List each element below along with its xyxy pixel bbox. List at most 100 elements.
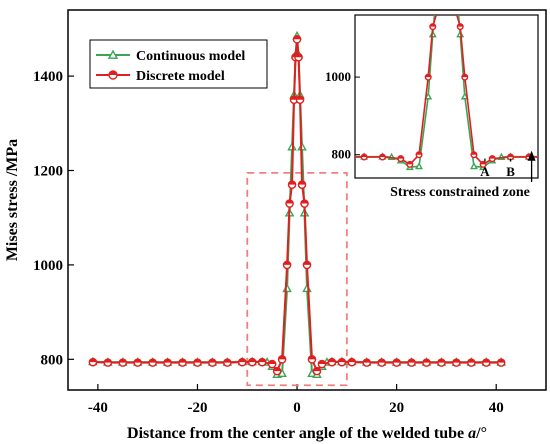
x-tick-label: 40 — [489, 400, 504, 416]
data-point-fill — [89, 358, 97, 363]
main-tick-labels: -40 -20 0 20 40 800 1000 1200 1400 — [33, 69, 504, 416]
data-point-fill — [238, 358, 246, 363]
x-axis-unit: /° — [475, 425, 487, 442]
data-point-fill — [407, 161, 413, 165]
data-point-circle — [108, 70, 118, 80]
data-point-fill — [425, 74, 431, 78]
data-point-circle — [435, 8, 441, 14]
data-point-circle — [163, 358, 172, 367]
data-point-fill — [489, 155, 496, 159]
data-point-triangle — [544, 154, 550, 159]
data-point-circle — [295, 95, 305, 104]
data-point-triangle — [107, 49, 119, 59]
data-point-ring — [453, 8, 459, 14]
data-point-fill — [416, 151, 422, 155]
data-point-fill — [300, 199, 309, 204]
data-point-fill — [379, 154, 386, 158]
data-point-triangle — [282, 283, 292, 293]
data-point-fill — [328, 358, 336, 363]
data-point-circle — [452, 358, 461, 367]
data-point-fill — [258, 358, 266, 363]
x-tick-label: -40 — [88, 400, 108, 416]
data-point-ring — [435, 8, 441, 14]
inset-y-tick-label: 800 — [332, 147, 352, 162]
data-point-fill — [278, 355, 286, 360]
x-tick-label: 20 — [389, 400, 404, 416]
data-point-fill — [507, 154, 514, 158]
x-axis-label: Distance from the center angle of the we… — [127, 425, 487, 442]
data-point-fill — [544, 154, 550, 157]
data-point-circle — [257, 357, 267, 367]
data-point-fill — [283, 261, 291, 265]
data-point-circle — [277, 355, 287, 364]
data-point-fill — [482, 359, 490, 363]
data-point-fill — [318, 360, 326, 365]
data-point-fill — [407, 359, 416, 363]
data-point-fill — [452, 359, 460, 363]
data-point-circle — [317, 359, 327, 369]
data-point-circle — [148, 358, 157, 367]
data-point-fill — [163, 359, 172, 363]
data-point-circle — [237, 357, 247, 367]
inset-series-line-discrete — [355, 15, 538, 166]
highlight-box-rect — [246, 171, 348, 387]
data-point-fill — [273, 367, 281, 372]
data-point-circle — [337, 357, 347, 367]
data-point-circle — [424, 73, 432, 81]
data-point-circle — [406, 160, 414, 168]
data-point-fill — [248, 358, 256, 363]
data-point-triangle — [469, 162, 478, 170]
data-point-circle — [327, 357, 337, 367]
data-point-circle — [422, 358, 431, 367]
inset-marker-label: B — [506, 164, 515, 179]
data-point-fill — [422, 359, 431, 363]
data-point-circle — [407, 358, 416, 367]
data-point-circle — [292, 34, 302, 44]
data-point-fill — [303, 261, 311, 265]
data-point-circle — [470, 151, 478, 159]
data-point-fill — [437, 359, 446, 363]
data-point-circle — [397, 155, 405, 163]
data-point-circle — [133, 358, 143, 367]
data-point-circle — [178, 358, 187, 367]
data-point-triangle — [424, 92, 433, 100]
data-point-fill — [223, 359, 231, 363]
data-point-fill — [208, 359, 216, 363]
y-tick-label: 1200 — [33, 163, 63, 179]
data-point-fill — [268, 360, 276, 365]
legend: Continuous model Discrete model — [89, 39, 268, 89]
data-point-circle — [360, 153, 368, 161]
data-point-fill — [294, 53, 303, 58]
data-point-circle — [118, 358, 128, 367]
data-point-fill — [378, 359, 386, 363]
data-point-fill — [104, 359, 112, 363]
data-point-circle — [267, 359, 277, 369]
data-point-circle — [415, 151, 423, 159]
data-point-circle — [282, 260, 292, 270]
data-point-circle — [544, 154, 550, 160]
data-point-fill — [462, 74, 468, 78]
data-point-circle — [467, 358, 476, 367]
data-point-fill — [361, 154, 367, 158]
data-point-fill — [480, 161, 486, 165]
data-point-fill — [338, 358, 346, 363]
y-axis-label: Mises stress /MPa — [4, 139, 21, 261]
data-point-fill — [298, 181, 306, 185]
legend-box — [89, 39, 268, 89]
data-point-circle — [437, 358, 446, 367]
data-point-fill — [308, 355, 316, 360]
annotation-arrow — [527, 150, 536, 182]
data-point-circle — [272, 366, 282, 376]
data-point-circle — [297, 180, 307, 189]
data-point-circle — [479, 160, 487, 168]
data-point-circle — [307, 355, 317, 364]
data-point-circle — [223, 358, 232, 367]
legend-label: Continuous model — [136, 49, 245, 64]
x-tick-label: -20 — [187, 400, 207, 416]
data-point-circle — [347, 357, 357, 367]
data-point-circle — [208, 358, 217, 367]
legend-label: Discrete model — [136, 69, 225, 84]
data-point-fill — [497, 359, 505, 363]
